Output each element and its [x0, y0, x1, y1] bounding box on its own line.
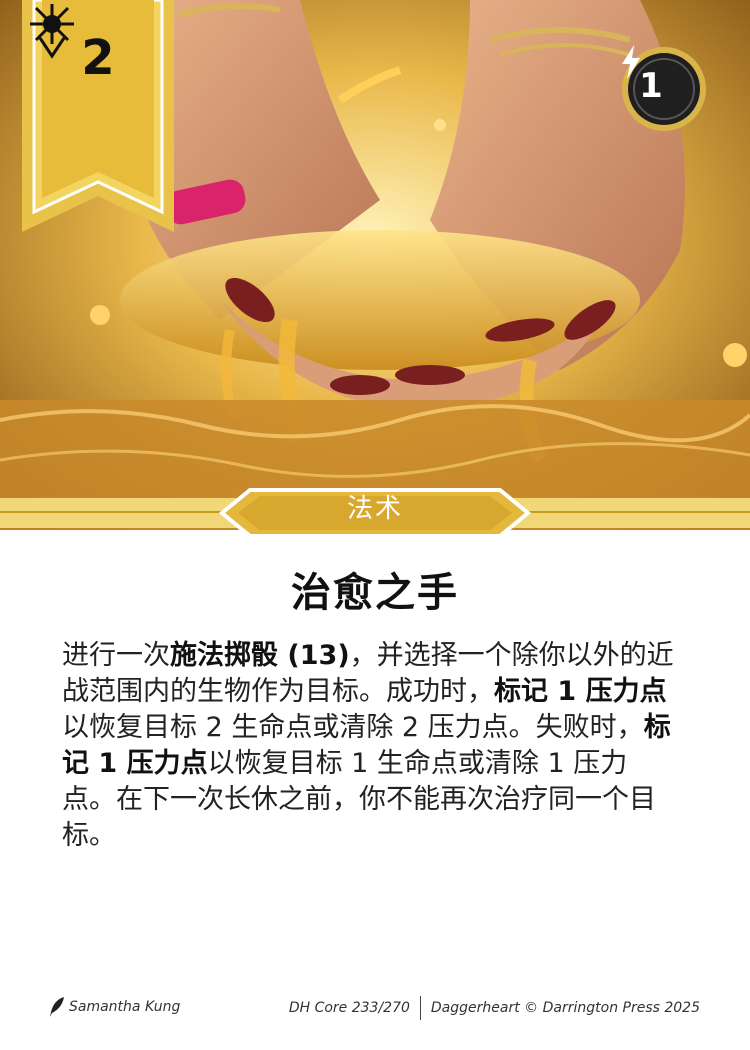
card-level: 2: [81, 30, 115, 86]
card-rules-text: 进行一次施法掷骰 (13)，并选择一个除你以外的近战范围内的生物作为目标。成功时…: [62, 640, 674, 851]
footer-divider: [419, 996, 421, 1020]
splendor-domain-icon: [30, 4, 74, 59]
recall-cost: 1: [620, 45, 708, 133]
set-number: DH Core 233/270: [288, 1000, 410, 1016]
level-banner: 2: [22, 0, 174, 232]
set-info: DH Core 233/270 Daggerheart © Darrington…: [289, 996, 700, 1020]
quill-icon: [50, 997, 64, 1017]
card-footer: Samantha Kung DH Core 233/270 Daggerhear…: [0, 992, 750, 1022]
lightning-bolt-icon: [622, 45, 640, 79]
artist-name: Samantha Kung: [69, 999, 181, 1015]
card-type-ribbon: 法术: [0, 478, 750, 548]
card-type: 法术: [346, 494, 403, 524]
recall-cost-value: 1: [639, 66, 663, 106]
copyright: Daggerheart © Darrington Press 2025: [430, 1000, 700, 1016]
card-title: 治愈之手: [291, 570, 459, 616]
artist-credit: Samantha Kung: [48, 996, 180, 1018]
